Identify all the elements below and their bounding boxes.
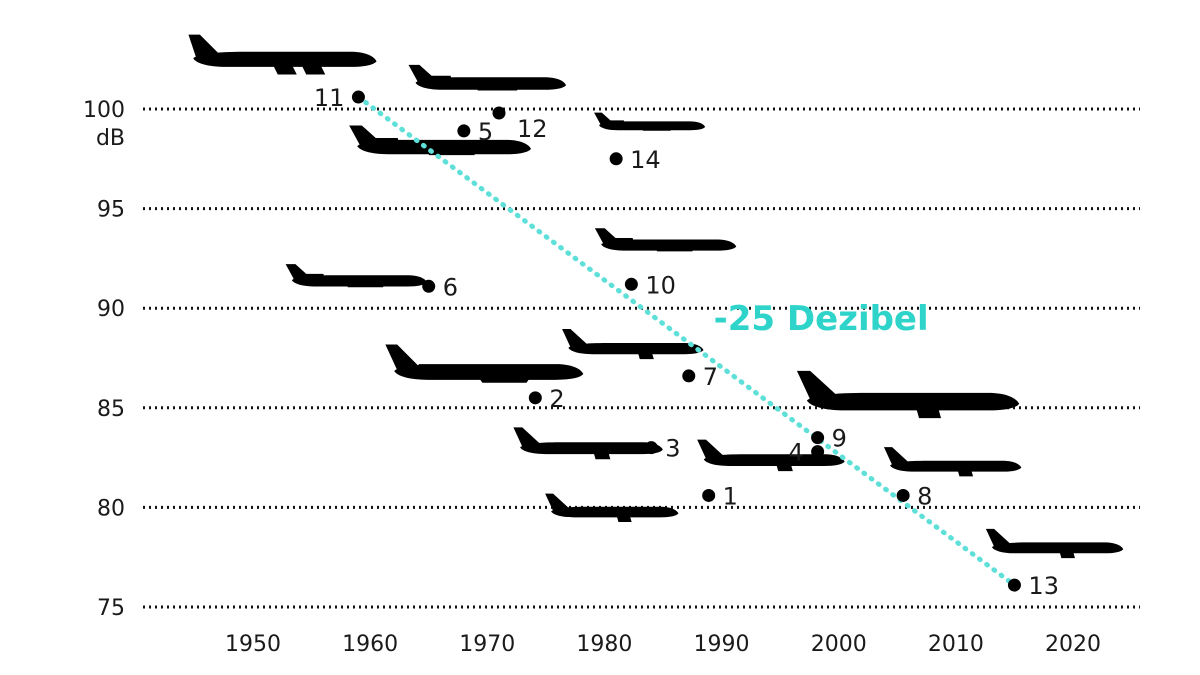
plane-8-icon xyxy=(883,447,1022,477)
data-label-6: 6 xyxy=(443,273,458,301)
x-tick-label-1950: 1950 xyxy=(225,632,281,657)
data-label-2: 2 xyxy=(549,385,564,413)
plane-14-icon xyxy=(594,112,706,131)
y-tick-label-75: 75 xyxy=(97,596,125,621)
x-tick-label-2020: 2020 xyxy=(1045,632,1101,657)
y-tick-label-100: 100 xyxy=(83,98,125,123)
data-label-3: 3 xyxy=(665,435,680,463)
plane-7-icon xyxy=(562,329,704,360)
data-label-9: 9 xyxy=(832,425,847,453)
data-label-5: 5 xyxy=(478,118,493,146)
data-point-9 xyxy=(811,431,825,445)
plane-3-icon xyxy=(513,427,663,460)
y-unit-label: dB xyxy=(96,126,125,151)
plane-5-icon xyxy=(349,125,531,156)
x-tick-label-1980: 1980 xyxy=(576,632,632,657)
data-label-10: 10 xyxy=(645,271,676,299)
data-label-13: 13 xyxy=(1028,572,1059,600)
x-tick-label-2010: 2010 xyxy=(928,632,984,657)
data-label-4: 4 xyxy=(788,439,803,467)
data-point-5 xyxy=(457,124,471,138)
x-tick-label-1960: 1960 xyxy=(342,632,398,657)
data-label-11: 11 xyxy=(314,84,345,112)
data-point-11 xyxy=(351,90,365,104)
trend-line xyxy=(355,94,1017,588)
data-point-7 xyxy=(682,369,696,383)
data-label-7: 7 xyxy=(703,363,718,391)
y-tick-label-80: 80 xyxy=(97,496,125,521)
data-label-12: 12 xyxy=(517,115,548,143)
y-tick-label-90: 90 xyxy=(97,297,125,322)
data-point-12 xyxy=(492,106,506,120)
data-point-10 xyxy=(624,277,638,291)
plane-12-icon xyxy=(408,64,567,91)
data-point-2 xyxy=(528,391,542,405)
data-point-4 xyxy=(811,445,825,459)
plane-10-icon xyxy=(594,228,737,252)
y-tick-label-95: 95 xyxy=(97,198,125,223)
x-tick-label-1970: 1970 xyxy=(459,632,515,657)
plane-1-icon xyxy=(545,493,679,522)
data-point-1 xyxy=(702,488,716,502)
plane-9-icon xyxy=(796,370,1020,419)
data-label-8: 8 xyxy=(917,482,932,510)
data-label-14: 14 xyxy=(630,146,661,174)
plane-11-icon xyxy=(188,34,377,75)
plane-2-icon xyxy=(385,344,584,383)
data-label-1: 1 xyxy=(723,482,738,510)
y-tick-label-85: 85 xyxy=(97,397,125,422)
plane-6-icon xyxy=(285,264,428,288)
x-tick-label-1990: 1990 xyxy=(694,632,750,657)
data-point-13 xyxy=(1007,578,1021,592)
data-point-6 xyxy=(422,279,436,293)
plane-13-icon xyxy=(985,528,1124,559)
data-point-14 xyxy=(609,152,623,166)
data-point-3 xyxy=(644,441,658,455)
x-tick-label-2000: 2000 xyxy=(811,632,867,657)
plane-4-icon xyxy=(697,439,845,472)
annotation-text: -25 Dezibel xyxy=(714,299,929,339)
data-point-8 xyxy=(896,488,910,502)
